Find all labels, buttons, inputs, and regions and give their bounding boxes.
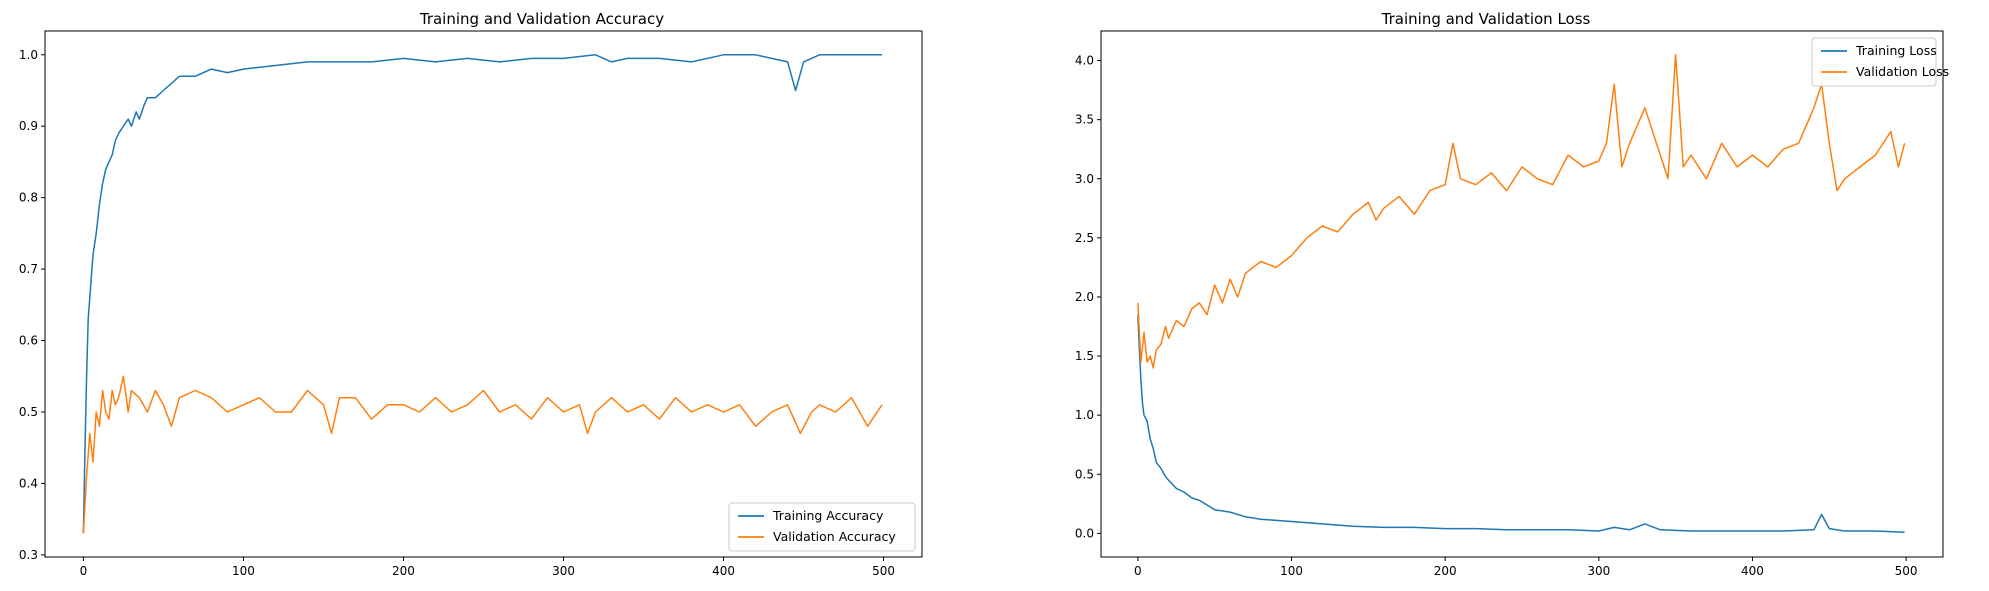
loss-y-tick-label: 1.0 [1075, 408, 1094, 422]
accuracy-chart: Training and Validation Accuracy Trainin… [19, 10, 923, 578]
accuracy-y-tick-label: 0.6 [19, 334, 38, 348]
accuracy-x-tick-label: 500 [872, 564, 895, 578]
loss-axes-frame [1100, 30, 1944, 558]
loss-chart-title: Training and Validation Loss [1381, 10, 1591, 28]
loss-y-tick-label: 0.5 [1075, 467, 1094, 481]
loss-y-tick-label: 2.5 [1075, 231, 1094, 245]
loss-y-tick-label: 4.0 [1075, 54, 1094, 68]
legend-label-training-accuracy: Training Accuracy [772, 508, 884, 523]
loss-y-tick-label: 2.0 [1075, 290, 1094, 304]
accuracy-axes-frame [44, 30, 923, 558]
loss-y-tick-label: 3.5 [1075, 113, 1094, 127]
series-line-validation-loss [1137, 53, 1906, 369]
series-line-training-loss [1137, 314, 1905, 533]
series-line-validation-accuracy [82, 375, 883, 534]
loss-x-tick-label: 0 [1134, 564, 1142, 578]
loss-x-tick-label: 100 [1280, 564, 1303, 578]
loss-y-tick-label: 3.0 [1075, 172, 1094, 186]
loss-legend-box [1811, 37, 1937, 87]
accuracy-x-tick-label: 100 [232, 564, 255, 578]
accuracy-y-tick-label: 1.0 [19, 48, 38, 62]
accuracy-x-tick-label: 400 [712, 564, 735, 578]
loss-plot-area [1137, 53, 1906, 533]
accuracy-legend: Training Accuracy Validation Accuracy [728, 502, 916, 552]
series-line-training-accuracy [82, 54, 882, 534]
loss-x-tick-label: 200 [1434, 564, 1457, 578]
loss-y-tick-label: 0.0 [1075, 526, 1094, 540]
loss-y-tick-label: 1.5 [1075, 349, 1094, 363]
loss-x-tick-label: 500 [1895, 564, 1918, 578]
accuracy-legend-box [728, 502, 916, 552]
accuracy-x-tick-label: 300 [552, 564, 575, 578]
legend-label-validation-loss: Validation Loss [1856, 64, 1949, 79]
accuracy-plot-area [82, 54, 883, 534]
accuracy-y-tick-label: 0.7 [19, 262, 38, 276]
accuracy-chart-title: Training and Validation Accuracy [419, 10, 664, 28]
accuracy-x-tick-label: 200 [392, 564, 415, 578]
legend-label-validation-accuracy: Validation Accuracy [773, 529, 896, 544]
accuracy-y-tick-label: 0.3 [19, 548, 38, 562]
accuracy-x-tick-label: 0 [80, 564, 88, 578]
accuracy-y-tick-label: 0.4 [19, 476, 38, 490]
loss-x-tick-label: 300 [1587, 564, 1610, 578]
loss-legend: Training Loss Validation Loss [1811, 37, 1949, 87]
accuracy-y-tick-label: 0.5 [19, 405, 38, 419]
legend-label-training-loss: Training Loss [1855, 43, 1937, 58]
loss-chart: Training and Validation Loss Training Lo… [1075, 10, 1949, 578]
loss-x-tick-label: 400 [1741, 564, 1764, 578]
accuracy-y-tick-label: 0.9 [19, 119, 38, 133]
accuracy-y-tick-label: 0.8 [19, 191, 38, 205]
